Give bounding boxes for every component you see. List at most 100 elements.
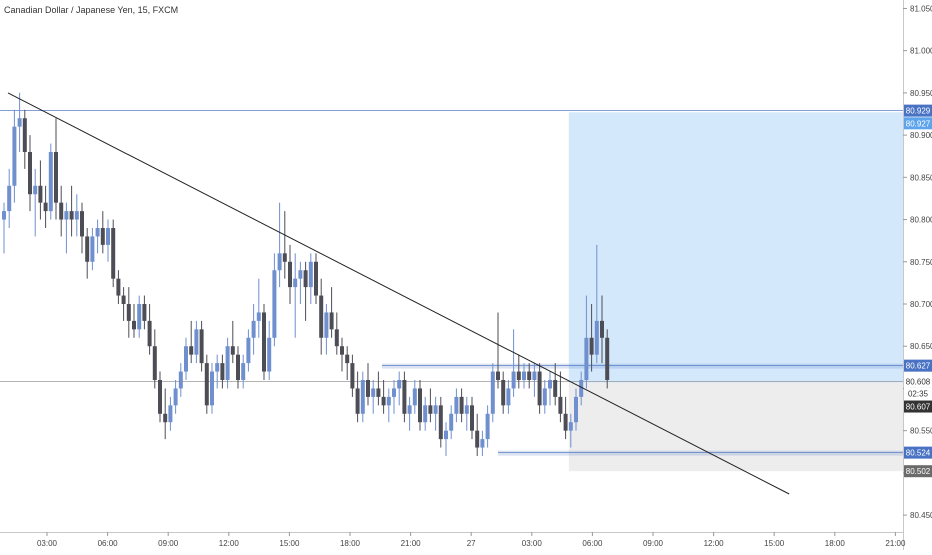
- price-tick-label: 80.750: [910, 258, 932, 267]
- trendline-layer[interactable]: [7, 92, 790, 495]
- candle-body: [204, 363, 209, 406]
- candle-body: [158, 380, 162, 414]
- candle-body: [438, 405, 443, 440]
- candle-body: [449, 413, 454, 431]
- price-tick-label: 80.900: [910, 131, 932, 140]
- price-tick-label: 80.650: [910, 342, 932, 351]
- candle-body: [329, 312, 334, 330]
- candle-body: [579, 380, 584, 397]
- candle-body: [454, 396, 459, 414]
- time-tick-label: 21:00: [401, 539, 422, 548]
- candle-body: [111, 228, 116, 279]
- candle-body: [355, 388, 360, 414]
- candle-body: [459, 396, 464, 414]
- candle-body: [407, 405, 412, 414]
- candle-body: [392, 388, 396, 397]
- candle-body: [527, 371, 532, 380]
- price-tick-label: 80.950: [910, 89, 932, 98]
- candle-body: [605, 337, 610, 380]
- entry-price-label-bg: [904, 400, 932, 413]
- time-tick-label: 03:00: [37, 539, 58, 548]
- candle-body: [433, 405, 438, 414]
- candle-body: [230, 346, 235, 355]
- candle-body: [251, 320, 256, 338]
- candle-body: [142, 304, 147, 321]
- top-line-price-label: 80.929: [906, 107, 931, 116]
- time-axis[interactable]: 03:00 06:00 09:00 12:00 15:00 18:00 21:00 27 03:…: [0, 532, 906, 548]
- candle-body: [241, 363, 246, 380]
- time-tick-label: 15:00: [764, 539, 785, 548]
- candle-body: [69, 211, 74, 220]
- candle-body: [553, 380, 558, 397]
- candle-body: [397, 380, 402, 389]
- time-tick-label: 18:00: [825, 539, 846, 548]
- candle-body: [308, 261, 313, 288]
- loss-zone: [568, 382, 903, 472]
- candle-body: [277, 253, 282, 271]
- bar-countdown-label: 02:35: [908, 390, 929, 399]
- candle-body: [412, 388, 417, 406]
- time-tick-label: 15:00: [279, 539, 300, 548]
- candle-body: [33, 185, 38, 195]
- candle-body: [85, 236, 90, 262]
- candle-body: [584, 337, 589, 380]
- candle-body: [54, 152, 58, 203]
- candle-body: [402, 380, 407, 414]
- candle-body: [298, 270, 303, 279]
- support-price-label: 80.524: [906, 449, 931, 458]
- top-line-price-label-bg: [904, 104, 932, 117]
- candle-body: [80, 211, 84, 237]
- candle-body: [288, 261, 292, 288]
- candle-body: [262, 312, 266, 372]
- time-tick-label: 09:00: [643, 539, 664, 548]
- target-price-label-bg: [904, 117, 932, 130]
- time-tick-label: 18:00: [340, 539, 361, 548]
- candle-body: [594, 320, 599, 355]
- candle-body: [17, 118, 22, 127]
- candle-body: [537, 371, 542, 406]
- price-tick-label: 80.850: [910, 173, 932, 182]
- current-price-label: 80.608: [906, 378, 931, 387]
- time-tick-label: 06:00: [98, 539, 119, 548]
- candle-body: [220, 363, 225, 380]
- candle-body: [303, 270, 308, 288]
- candle-body: [480, 439, 485, 448]
- resistance-band: [382, 363, 903, 369]
- candles: [2, 92, 610, 456]
- candle-body: [106, 228, 110, 245]
- candle-body: [48, 152, 53, 212]
- candle-body: [282, 253, 287, 262]
- candle-body: [22, 118, 27, 152]
- time-tick-label: 21:00: [885, 539, 906, 548]
- candle-body: [485, 413, 490, 440]
- candle-body: [199, 329, 204, 364]
- candle-body: [28, 152, 32, 195]
- time-tick-label: 12:00: [219, 539, 240, 548]
- time-tick-label: 12:00: [704, 539, 725, 548]
- candle-body: [600, 320, 604, 338]
- candle-body: [168, 405, 173, 423]
- candle-body: [90, 236, 95, 262]
- entry-price-label: 80.607: [906, 403, 931, 412]
- candle-body: [210, 371, 214, 406]
- candle-body: [345, 354, 350, 364]
- time-tick-label: 06:00: [582, 539, 603, 548]
- candle-body: [360, 380, 365, 414]
- time-tick-label: 09:00: [158, 539, 179, 548]
- candle-body: [563, 413, 568, 431]
- price-tick-label: 80.700: [910, 300, 932, 309]
- bar-countdown-label-bg: [904, 387, 932, 400]
- candle-body: [511, 371, 516, 389]
- candle-body: [386, 396, 391, 406]
- target-price-label: 80.927: [906, 119, 931, 128]
- candle-body: [64, 211, 69, 220]
- candle-body: [95, 228, 100, 237]
- support-price-label-bg: [904, 446, 932, 459]
- candle-body: [43, 202, 48, 212]
- candle-body: [464, 405, 469, 414]
- candle-body: [558, 396, 563, 414]
- chart-title: Canadian Dollar / Japanese Yen, 15, FXCM: [4, 5, 179, 15]
- candle-body: [12, 126, 17, 186]
